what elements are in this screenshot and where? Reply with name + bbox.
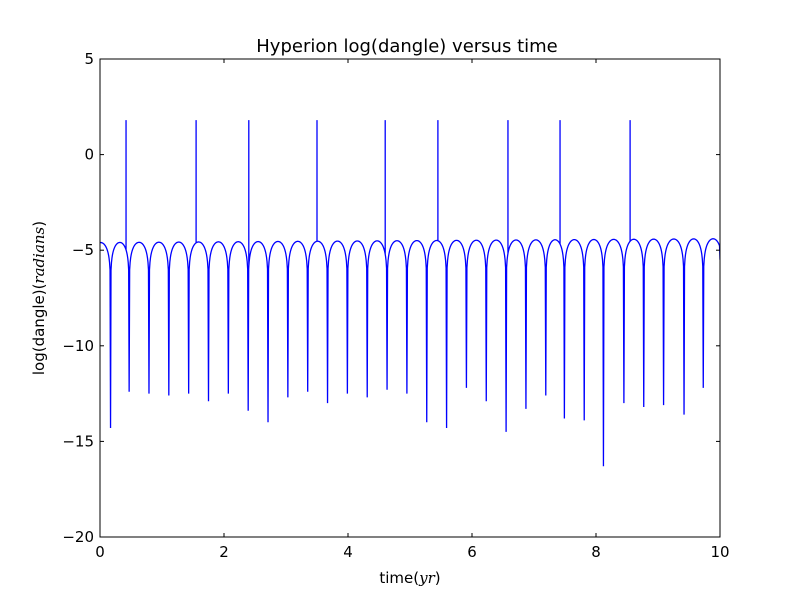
plot-frame bbox=[99, 58, 721, 538]
x-tick-label: 8 bbox=[591, 543, 601, 561]
y-tick-label: −10 bbox=[62, 337, 94, 355]
y-tick-label: −5 bbox=[72, 241, 94, 259]
y-tick-label: 0 bbox=[84, 146, 94, 164]
x-axis-label-math: yr bbox=[418, 569, 435, 587]
x-tick-label: 10 bbox=[710, 543, 729, 561]
y-tick-label: −15 bbox=[62, 432, 94, 450]
x-tick-label: 2 bbox=[219, 543, 229, 561]
y-axis: 5 0 −5 −10 −15 −20 bbox=[62, 50, 720, 546]
y-tick-label: 5 bbox=[84, 50, 94, 68]
y-axis-label-math: radians bbox=[30, 226, 48, 283]
y-axis-label: log(dangle)(radians) bbox=[30, 221, 48, 375]
y-tick-label: −20 bbox=[62, 528, 94, 546]
x-tick-label: 6 bbox=[467, 543, 477, 561]
x-tick-label: 4 bbox=[343, 543, 353, 561]
x-axis: 0 2 4 6 8 10 bbox=[95, 59, 730, 561]
y-axis-label-text: log(dangle) bbox=[30, 289, 48, 375]
x-axis-label: time(yr) bbox=[379, 569, 440, 587]
x-axis-label-text: time bbox=[379, 569, 413, 587]
series-line bbox=[100, 120, 720, 467]
chart-title: Hyperion log(dangle) versus time bbox=[256, 36, 557, 57]
x-tick-label: 0 bbox=[95, 543, 105, 561]
